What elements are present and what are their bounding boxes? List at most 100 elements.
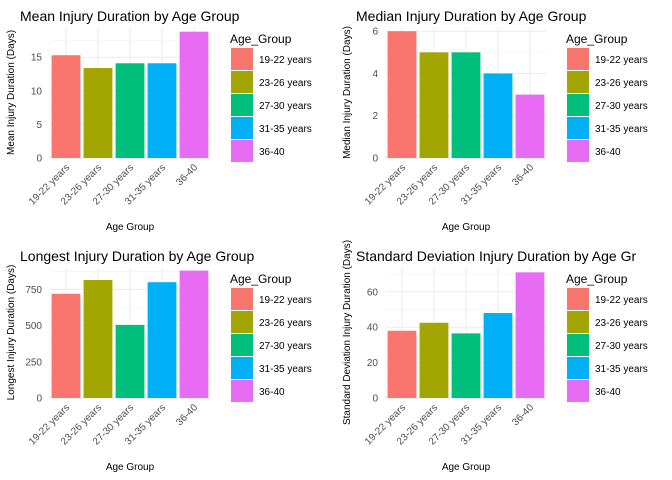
bar — [451, 333, 481, 398]
y-tick-label: 15 — [31, 53, 43, 64]
legend-swatch — [567, 288, 589, 310]
legend-swatch — [567, 117, 589, 139]
bar — [419, 52, 449, 158]
y-tick-label: 10 — [31, 86, 43, 97]
chart-title: Standard Deviation Injury Duration by Ag… — [356, 248, 636, 264]
y-tick-label: 500 — [25, 321, 42, 332]
y-axis-label: Mean Injury Duration (Days) — [6, 30, 17, 155]
x-tick-label: 36-40 — [510, 402, 536, 428]
legend-swatch — [231, 140, 253, 162]
bar — [147, 282, 177, 398]
legend-swatch — [231, 94, 253, 116]
legend-swatch — [231, 71, 253, 93]
bar — [179, 31, 209, 159]
legend-label: 19-22 years — [259, 295, 312, 306]
y-tick-label: 20 — [367, 358, 379, 369]
legend-label: 31-35 years — [595, 364, 648, 375]
y-axis-label: Longest Injury Duration (Days) — [6, 265, 17, 401]
legend-label: 27-30 years — [259, 101, 312, 112]
legend-label: 27-30 years — [595, 101, 648, 112]
bar — [515, 272, 545, 398]
y-tick-label: 6 — [372, 27, 378, 38]
bar — [483, 313, 513, 398]
y-tick-label: 60 — [367, 287, 379, 298]
legend-label: 27-30 years — [595, 341, 648, 352]
bar — [51, 55, 81, 158]
legend: Age_Group 19-22 years 23-26 years 27-30 yea… — [566, 272, 648, 402]
legend-swatch — [231, 334, 253, 356]
y-tick-label: 2 — [372, 111, 378, 122]
bar — [419, 322, 449, 398]
y-tick-label: 40 — [367, 323, 379, 334]
legend-label: 23-26 years — [595, 78, 648, 89]
bar — [387, 330, 417, 398]
y-tick-label: 0 — [372, 154, 378, 165]
bar — [451, 52, 481, 158]
x-axis-label: Age Group — [442, 222, 491, 233]
legend-title: Age_Group — [230, 272, 292, 286]
x-tick-label: 36-40 — [174, 402, 200, 428]
bar — [83, 280, 113, 398]
x-axis-label: Age Group — [106, 222, 155, 233]
legend-label: 36-40 — [595, 147, 621, 158]
y-tick-label: 0 — [36, 154, 42, 165]
y-axis-label: Median Injury Duration (Days) — [342, 26, 353, 159]
chart-panel-1: Mean Injury Duration by Age Group 0 5 10 15 1… — [6, 8, 312, 233]
legend-title: Age_Group — [230, 32, 292, 46]
legend-swatch — [231, 48, 253, 70]
chart-panel-3: Longest Injury Duration by Age Group 0 250… — [6, 248, 312, 473]
chart-title: Median Injury Duration by Age Group — [356, 8, 587, 24]
chart-title: Longest Injury Duration by Age Group — [20, 248, 254, 264]
chart-panel-4: Standard Deviation Injury Duration by Ag… — [342, 240, 648, 473]
y-tick-label: 4 — [372, 69, 378, 80]
bar — [115, 63, 145, 158]
y-tick-label: 0 — [36, 394, 42, 405]
legend-swatch — [231, 117, 253, 139]
legend-title: Age_Group — [566, 32, 628, 46]
legend-swatch — [567, 357, 589, 379]
legend-label: 36-40 — [259, 387, 285, 398]
legend-swatch — [567, 334, 589, 356]
legend-title: Age_Group — [566, 272, 628, 286]
x-tick-label: 36-40 — [174, 162, 200, 188]
bar — [179, 270, 209, 398]
legend-swatch — [231, 380, 253, 402]
legend-swatch — [567, 94, 589, 116]
legend-label: 23-26 years — [259, 318, 312, 329]
chart-panel-2: Median Injury Duration by Age Group 0 2 4 6 1… — [342, 8, 648, 233]
legend-label: 19-22 years — [595, 295, 648, 306]
legend-swatch — [567, 140, 589, 162]
legend-label: 36-40 — [595, 387, 621, 398]
y-tick-label: 250 — [25, 357, 42, 368]
legend-label: 31-35 years — [259, 364, 312, 375]
legend: Age_Group 19-22 years 23-26 years 27-30 yea… — [566, 32, 648, 162]
legend-swatch — [231, 311, 253, 333]
legend: Age_Group 19-22 years 23-26 years 27-30 yea… — [230, 272, 312, 402]
legend-swatch — [567, 380, 589, 402]
legend-swatch — [567, 48, 589, 70]
x-tick-label: 36-40 — [510, 162, 536, 188]
bar — [83, 67, 113, 158]
legend-swatch — [231, 357, 253, 379]
legend-label: 19-22 years — [259, 55, 312, 66]
legend-label: 31-35 years — [595, 124, 648, 135]
legend-label: 19-22 years — [595, 55, 648, 66]
bar — [115, 324, 145, 398]
legend-swatch — [567, 71, 589, 93]
bar — [147, 63, 177, 158]
legend-swatch — [567, 311, 589, 333]
x-axis-label: Age Group — [106, 462, 155, 473]
bar — [483, 73, 513, 158]
bar — [51, 293, 81, 398]
legend-label: 23-26 years — [259, 78, 312, 89]
bar — [387, 31, 417, 158]
chart-title: Mean Injury Duration by Age Group — [20, 8, 240, 24]
y-tick-label: 5 — [36, 120, 42, 131]
x-axis-label: Age Group — [442, 462, 491, 473]
legend-label: 27-30 years — [259, 341, 312, 352]
legend-swatch — [231, 288, 253, 310]
legend-label: 36-40 — [259, 147, 285, 158]
bar — [515, 94, 545, 158]
y-axis-label: Standard Deviation Injury Duration (Days… — [342, 240, 353, 425]
